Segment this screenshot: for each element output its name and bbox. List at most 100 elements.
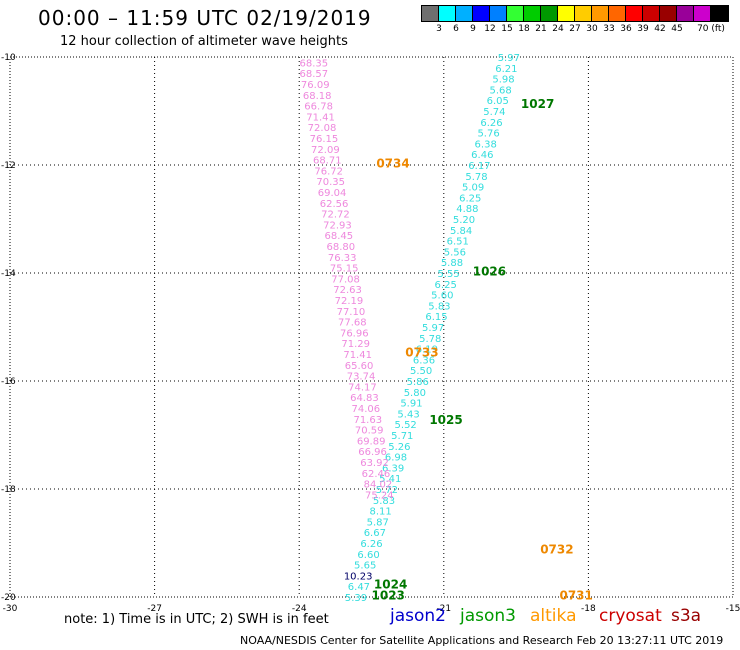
wave-height-label: 65.60 <box>345 361 374 372</box>
page-subtitle: 12 hour collection of altimeter wave hei… <box>60 34 348 49</box>
wave-height-label: 8.11 <box>369 507 391 518</box>
wave-height-label: 10.23 <box>344 571 373 582</box>
pass-time-label: 0734 <box>376 156 409 170</box>
wave-height-label: 6.67 <box>364 528 386 539</box>
wave-height-label: 5.97 <box>422 323 444 334</box>
wave-height-label: 5.26 <box>388 442 410 453</box>
wave-height-label: 6.05 <box>487 96 509 107</box>
legend-label: 6 <box>453 24 459 34</box>
wave-height-label: 71.63 <box>353 415 382 426</box>
pass-time-label: 0732 <box>540 542 573 556</box>
legend-label: 39 <box>637 24 649 34</box>
wave-height-label: 5.72 <box>376 485 398 496</box>
legend-swatch <box>541 6 558 21</box>
legend-label: 70 (ft) <box>697 24 725 34</box>
legend-label: 33 <box>603 24 615 34</box>
wave-height-label: 5.98 <box>492 75 514 86</box>
wave-height-label: 66.78 <box>304 102 333 113</box>
satellite-name: jason2 <box>390 606 446 626</box>
wave-height-label: 64.83 <box>350 393 379 404</box>
legend-swatch <box>694 6 711 21</box>
wave-height-label: 75.15 <box>330 264 359 275</box>
wave-height-label: 6.98 <box>385 453 407 464</box>
satellite-name: cryosat <box>599 606 662 626</box>
wave-height-label: 5.09 <box>462 183 484 194</box>
wave-height-label: 75.24 <box>365 490 394 501</box>
legend-swatch <box>575 6 592 21</box>
pass-time-label: 1025 <box>429 413 462 427</box>
legend-swatch <box>439 6 456 21</box>
wave-height-label: 68.45 <box>325 231 354 242</box>
legend-swatch <box>507 6 524 21</box>
wave-height-label: 5.43 <box>397 409 419 420</box>
wave-height-label: 5.20 <box>453 215 475 226</box>
wave-height-label: 70.59 <box>355 426 384 437</box>
legend-label: 45 <box>671 24 683 34</box>
wave-height-label: 76.33 <box>328 253 357 264</box>
wave-height-label: 68.71 <box>313 156 342 167</box>
legend-swatch <box>456 6 473 21</box>
wave-height-label: 5.78 <box>465 172 487 183</box>
legend-swatch <box>558 6 575 21</box>
satellite-name: altika <box>530 606 577 626</box>
pass-time-label: 1023 <box>372 588 405 602</box>
y-tick-label: -16 <box>1 377 16 387</box>
legend-swatch <box>677 6 694 21</box>
wave-height-label: 68.35 <box>299 58 328 69</box>
wave-height-label: 6.15 <box>425 312 447 323</box>
credit-line: NOAA/NESDIS Center for Satellite Applica… <box>240 634 724 647</box>
wave-height-label: 5.80 <box>404 388 426 399</box>
wave-height-label: 6.25 <box>435 280 457 291</box>
pass-time-label: 0731 <box>559 588 592 602</box>
legend-label: 3 <box>436 24 442 34</box>
wave-height-label: 84.02 <box>364 480 393 491</box>
pass-time-label: 1026 <box>473 264 506 278</box>
wave-height-label: 77.08 <box>331 274 360 285</box>
wave-height-label: 74.06 <box>352 404 381 415</box>
wave-height-label: 5.56 <box>444 247 466 258</box>
legend-label: 27 <box>569 24 581 34</box>
legend-swatch <box>643 6 660 21</box>
wave-height-label: 76.96 <box>340 328 369 339</box>
y-tick-label: -12 <box>1 161 16 171</box>
x-tick-label: -15 <box>726 604 740 614</box>
wave-height-label: 76.15 <box>310 134 339 145</box>
wave-height-label: 5.74 <box>483 107 505 118</box>
wave-height-label: 72.08 <box>308 123 337 134</box>
wave-height-label: 5.68 <box>489 85 511 96</box>
y-tick-label: -18 <box>1 485 16 495</box>
wave-height-label: 5.97 <box>498 53 520 64</box>
wave-height-label: 69.04 <box>318 188 347 199</box>
pass-time-label: 0733 <box>405 345 438 359</box>
satellite-name: s3a <box>671 606 702 626</box>
wave-height-label: 72.09 <box>311 145 340 156</box>
legend-label: 12 <box>484 24 496 34</box>
legend-swatch <box>609 6 626 21</box>
wave-height-label: 77.68 <box>338 318 367 329</box>
x-tick-label: -30 <box>3 604 18 614</box>
wave-height-label: 6.60 <box>357 550 379 561</box>
pass-time-label: 1027 <box>521 97 554 111</box>
pass-time-label: 1024 <box>374 578 407 592</box>
legend-label: 21 <box>535 24 547 34</box>
wave-height-label: 72.63 <box>333 285 362 296</box>
wave-height-label: 5.41 <box>379 474 401 485</box>
wave-height-label: 5.91 <box>400 399 422 410</box>
wave-height-label: 5.50 <box>410 366 432 377</box>
wave-height-label: 6.36 <box>413 355 435 366</box>
y-tick-label: -10 <box>1 53 16 63</box>
wave-height-label: 6.47 <box>348 582 370 593</box>
wave-height-label: 62.56 <box>320 199 349 210</box>
wave-height-label: 73.74 <box>347 372 376 383</box>
wave-height-label: 6.51 <box>447 237 469 248</box>
wave-height-label: 6.39 <box>382 463 404 474</box>
wave-height-label: 68.80 <box>326 242 355 253</box>
legend-swatch <box>473 6 490 21</box>
legend-label: 15 <box>501 24 513 34</box>
wave-height-label: 5.83 <box>373 496 395 507</box>
page-title: 00:00 – 11:59 UTC 02/19/2019 <box>38 6 372 30</box>
wave-height-label: 5.39 <box>345 593 367 604</box>
wave-height-label: 5.88 <box>441 258 463 269</box>
legend-label: 18 <box>518 24 530 34</box>
